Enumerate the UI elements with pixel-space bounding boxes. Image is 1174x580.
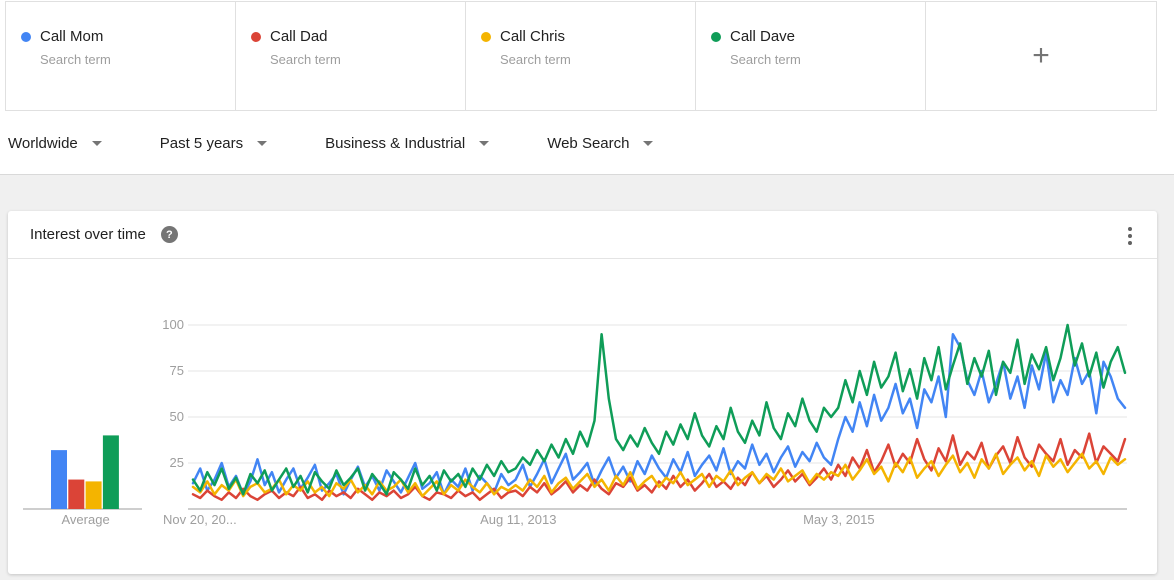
x-tick-label: Nov 20, 20... <box>163 512 237 527</box>
term-label: Call Dave <box>730 28 796 45</box>
term-type-label: Search term <box>270 52 341 67</box>
term-color-dot <box>21 31 31 42</box>
term-card-call-chris[interactable]: Call Chris Search term <box>466 2 696 110</box>
average-label: Average <box>62 512 110 527</box>
term-label: Call Chris <box>500 28 566 45</box>
plus-icon: + <box>1032 39 1050 72</box>
filter-category-dropdown[interactable]: Business & Industrial <box>325 134 490 152</box>
y-tick-label: 25 <box>170 455 184 470</box>
comparison-strip: Call Mom Search term Call Dad Search ter… <box>5 1 1157 111</box>
filters-row: Worldwide Past 5 years Business & Indust… <box>0 112 1174 174</box>
filter-region-dropdown[interactable]: Worldwide <box>8 135 102 152</box>
y-tick-label: 50 <box>170 409 184 424</box>
filter-search-type-value: Web Search <box>547 134 630 152</box>
series-line-call-dad <box>191 432 1127 502</box>
term-type-label: Search term <box>40 52 111 67</box>
filter-time-dropdown[interactable]: Past 5 years <box>159 134 268 152</box>
series-line-call-chris <box>191 452 1127 498</box>
interest-line-chart[interactable]: 25 50 75 100 Nov 20, 20... Aug 11, 2013 May 3,… <box>8 259 1157 574</box>
card-title: Interest over time <box>30 226 146 243</box>
x-tick-label: May 3, 2015 <box>803 512 875 527</box>
series-line-call-dave <box>191 323 1127 496</box>
more-options-icon[interactable] <box>1125 224 1135 248</box>
filter-region-value: Worldwide <box>8 134 78 152</box>
filter-time-value: Past 5 years <box>159 134 244 152</box>
average-bar-call-chris <box>85 481 102 509</box>
term-card-call-dad[interactable]: Call Dad Search term <box>236 2 466 110</box>
chart-body: 25 50 75 100 Nov 20, 20... Aug 11, 2013 May 3,… <box>8 259 1157 574</box>
term-card-call-dave[interactable]: Call Dave Search term <box>696 2 926 110</box>
average-bar-call-dad <box>68 479 85 509</box>
series-line-call-mom <box>191 332 1127 496</box>
chevron-down-icon <box>257 140 268 146</box>
average-bar-call-dave <box>102 435 119 509</box>
interest-over-time-card: Interest over time ? 25 50 75 100 Nov 20, 20… <box>8 211 1157 574</box>
add-comparison-button[interactable]: + <box>926 2 1156 110</box>
term-color-dot <box>251 31 261 42</box>
chevron-down-icon <box>91 140 102 146</box>
x-tick-label: Aug 11, 2013 <box>480 512 556 527</box>
average-bar-call-mom <box>51 450 67 509</box>
term-color-dot <box>711 31 721 42</box>
help-icon[interactable]: ? <box>160 226 178 243</box>
filter-category-value: Business & Industrial <box>325 134 466 152</box>
term-type-label: Search term <box>500 52 571 67</box>
term-card-call-mom[interactable]: Call Mom Search term <box>6 2 236 110</box>
filter-search-type-dropdown[interactable]: Web Search <box>547 134 654 152</box>
term-label: Call Mom <box>40 28 104 45</box>
chevron-down-icon <box>643 140 654 146</box>
chevron-down-icon <box>479 140 490 146</box>
card-header: Interest over time ? <box>8 211 1157 259</box>
y-tick-label: 100 <box>162 317 184 332</box>
term-type-label: Search term <box>730 52 801 67</box>
term-color-dot <box>481 31 491 42</box>
y-tick-label: 75 <box>170 363 184 378</box>
term-label: Call Dad <box>270 28 328 45</box>
